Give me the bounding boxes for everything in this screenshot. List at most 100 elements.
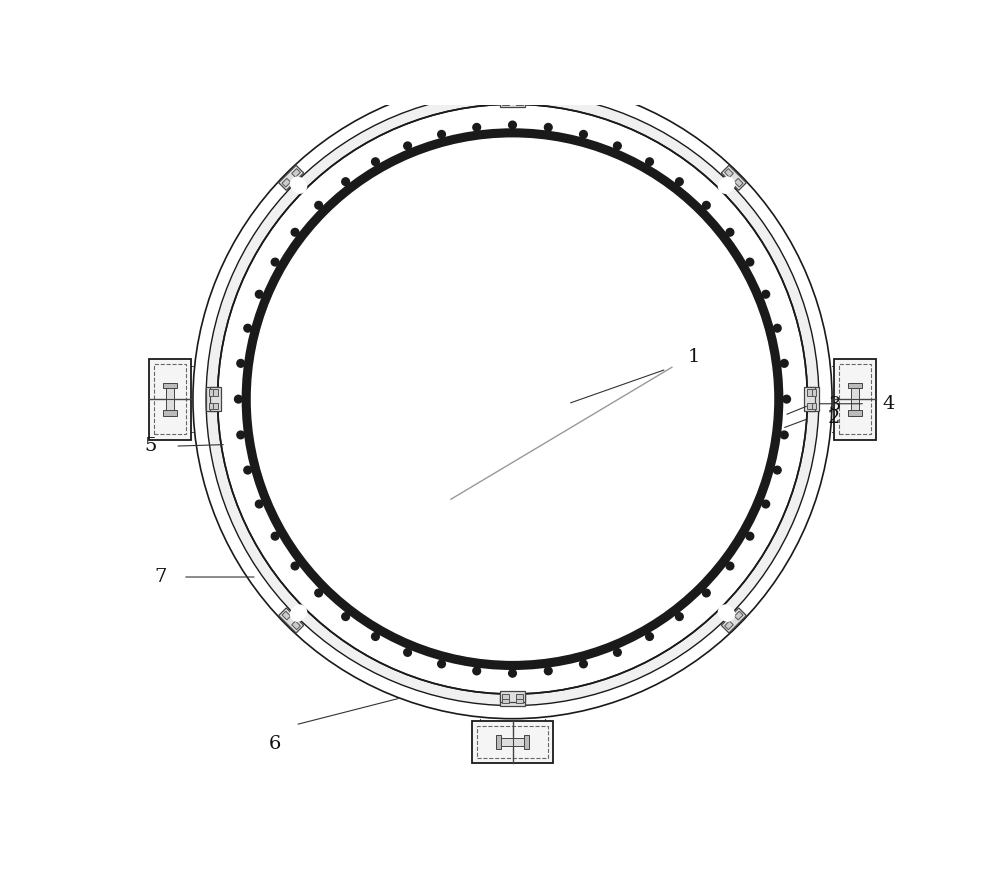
Circle shape [580,660,587,668]
Circle shape [762,500,770,507]
Circle shape [291,607,304,621]
Polygon shape [292,621,300,630]
Circle shape [291,228,299,236]
Bar [496,738,529,746]
Circle shape [726,228,734,236]
Bar [524,735,529,749]
Polygon shape [734,178,743,187]
Text: 4: 4 [882,395,894,413]
Circle shape [544,667,552,675]
Circle shape [721,177,734,191]
Text: 6: 6 [269,735,282,753]
Circle shape [762,290,770,298]
Circle shape [404,648,411,656]
Circle shape [702,201,710,209]
Polygon shape [213,402,218,410]
Circle shape [293,179,307,193]
Bar [496,52,529,60]
Bar [524,50,529,63]
Polygon shape [804,387,815,411]
Polygon shape [282,612,291,620]
Circle shape [746,258,754,266]
Circle shape [219,106,806,692]
Circle shape [291,562,299,570]
Circle shape [438,660,445,668]
Polygon shape [502,99,509,105]
Circle shape [580,130,587,138]
Circle shape [646,633,653,640]
Text: 1: 1 [687,347,700,366]
Circle shape [372,633,379,640]
Circle shape [780,360,788,368]
Polygon shape [734,612,743,620]
Polygon shape [500,96,525,108]
Bar [496,735,501,749]
Polygon shape [725,621,733,630]
Circle shape [271,258,279,266]
Circle shape [251,138,774,660]
Polygon shape [811,402,816,410]
Polygon shape [807,388,812,396]
Circle shape [244,466,252,474]
Circle shape [746,532,754,540]
Circle shape [244,325,252,332]
Polygon shape [808,387,819,411]
Circle shape [255,290,263,298]
Bar [166,382,174,416]
Circle shape [614,142,621,150]
Polygon shape [516,697,523,703]
Bar [851,382,859,416]
Polygon shape [210,387,221,411]
Polygon shape [516,694,523,699]
Circle shape [473,667,481,675]
Polygon shape [721,608,746,633]
Polygon shape [811,388,816,396]
Text: 7: 7 [154,568,167,586]
Circle shape [315,201,323,209]
Circle shape [235,396,242,403]
Polygon shape [516,95,523,101]
Bar [149,359,191,439]
Circle shape [721,607,734,621]
Circle shape [773,325,781,332]
Circle shape [218,105,807,693]
Polygon shape [209,402,214,410]
Bar [839,364,871,434]
Circle shape [438,130,445,138]
Circle shape [342,612,349,620]
Bar [834,359,876,439]
Circle shape [676,612,683,620]
Circle shape [780,431,788,438]
Bar [848,410,862,416]
Bar [163,382,177,388]
Circle shape [372,158,379,165]
Text: 2: 2 [828,410,841,427]
Polygon shape [206,387,217,411]
Circle shape [726,562,734,570]
Polygon shape [213,388,218,396]
Polygon shape [279,165,304,191]
Polygon shape [282,178,291,187]
Circle shape [291,177,304,191]
Polygon shape [279,608,304,633]
Polygon shape [721,165,746,191]
Polygon shape [500,691,525,702]
Bar [154,364,186,434]
Circle shape [473,123,481,131]
Polygon shape [292,169,300,178]
Circle shape [676,178,683,185]
Circle shape [718,179,732,193]
Circle shape [315,589,323,597]
Circle shape [255,500,263,507]
Circle shape [544,123,552,131]
Bar [848,382,862,388]
Circle shape [242,129,783,669]
Circle shape [271,532,279,540]
Text: 5: 5 [144,438,157,455]
Circle shape [342,178,349,185]
Bar [477,41,548,73]
Circle shape [783,396,790,403]
Circle shape [207,94,818,705]
Circle shape [702,589,710,597]
Text: 3: 3 [828,396,841,414]
